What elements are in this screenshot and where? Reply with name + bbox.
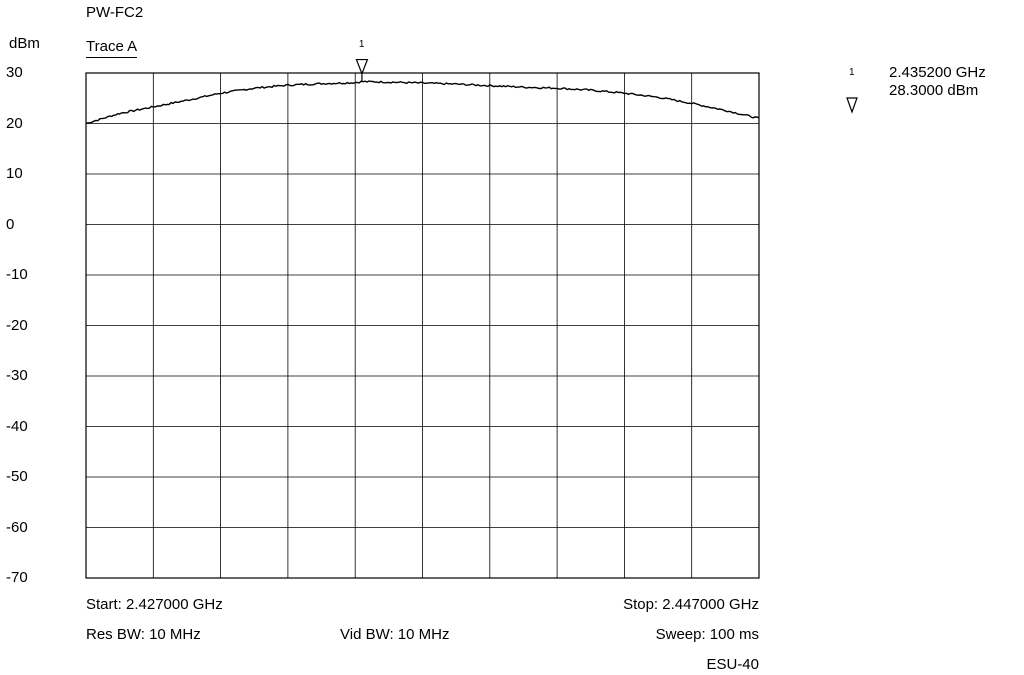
marker-legend-triangle	[846, 97, 858, 114]
instrument-model: ESU-40	[706, 656, 759, 673]
y-tick-label: 10	[6, 165, 23, 182]
y-tick-label: -10	[6, 266, 28, 283]
y-tick-label: -40	[6, 417, 28, 435]
y-tick-label: -50	[6, 468, 28, 485]
plot-grid	[86, 73, 759, 578]
trace-label: Trace A	[86, 38, 138, 58]
marker-frequency: 2.435200 GHz	[889, 64, 986, 81]
marker-level: 28.3000 dBm	[889, 82, 979, 99]
stop-frequency: Stop: 2.447000 GHz	[623, 596, 759, 613]
y-tick-label: 0	[6, 215, 15, 233]
trace-a-line	[85, 80, 760, 125]
chart-title: PW-FC2	[86, 4, 144, 21]
resolution-bandwidth: Res BW: 10 MHz	[86, 626, 201, 643]
y-tick-label: -20	[6, 316, 28, 334]
y-tick-label: 20	[6, 114, 23, 132]
sweep-time: Sweep: 100 ms	[655, 626, 759, 643]
y-tick-label: 30	[6, 64, 23, 81]
marker-1-number: 1	[358, 38, 365, 50]
y-tick-label: -60	[6, 518, 28, 536]
marker-1-triangle	[355, 58, 369, 76]
video-bandwidth: Vid BW: 10 MHz	[340, 626, 450, 643]
start-frequency: Start: 2.427000 GHz	[86, 596, 223, 613]
y-tick-label: -70	[6, 569, 28, 586]
plot-frame	[85, 72, 760, 579]
y-tick-label: -30	[6, 367, 28, 384]
marker-legend-number: 1	[849, 67, 855, 78]
y-axis-unit: dBm	[9, 35, 40, 52]
